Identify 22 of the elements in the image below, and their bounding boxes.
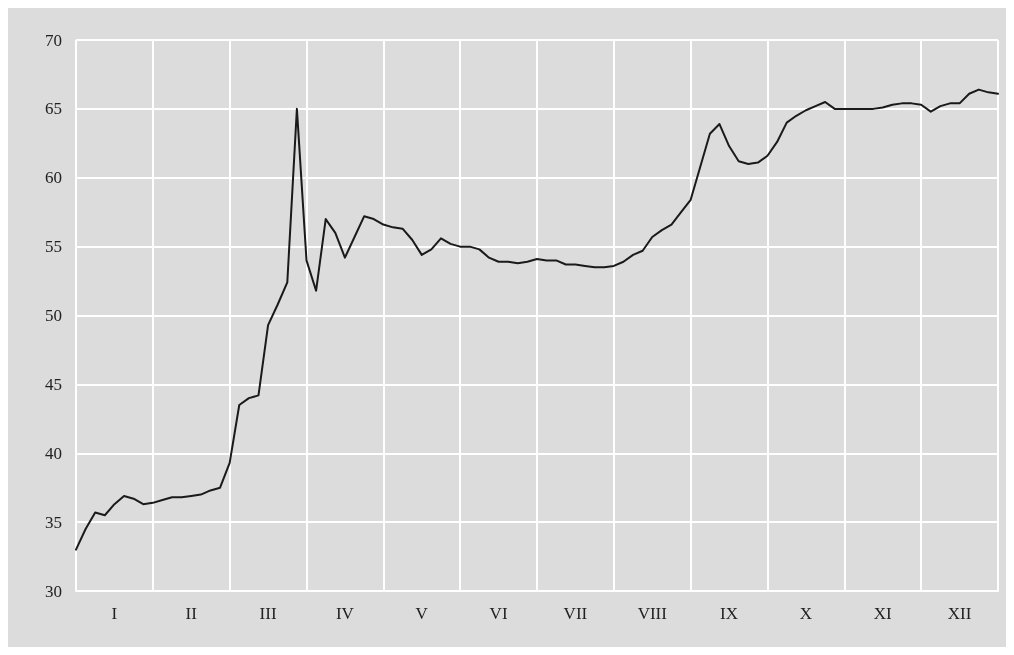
y-tick-label: 50 xyxy=(45,306,62,325)
y-tick-label: 40 xyxy=(45,443,62,463)
x-tick-label: VIII xyxy=(637,604,668,623)
x-tick-label: V xyxy=(415,604,429,623)
y-tick-label: 60 xyxy=(45,168,62,188)
y-tick-label: 30 xyxy=(45,581,62,601)
x-tick-label: IX xyxy=(720,604,739,623)
y-tick-label: 45 xyxy=(45,374,62,394)
x-tick-label: X xyxy=(799,604,813,623)
x-tick-label: XII xyxy=(947,604,972,623)
y-tick-label: 55 xyxy=(45,237,62,257)
x-tick-label: VI xyxy=(489,604,508,623)
x-tick-label: VII xyxy=(563,604,588,623)
y-tick-label: 35 xyxy=(45,512,62,532)
x-tick-label: II xyxy=(185,604,198,623)
y-tick-label: 65 xyxy=(45,99,62,119)
line-series xyxy=(75,88,999,551)
x-tick-label: I xyxy=(111,604,118,623)
x-tick-label: III xyxy=(259,604,277,623)
x-tick-label: XI xyxy=(873,604,893,623)
y-tick-label: 70 xyxy=(45,30,62,50)
x-tick-label: IV xyxy=(335,604,355,623)
